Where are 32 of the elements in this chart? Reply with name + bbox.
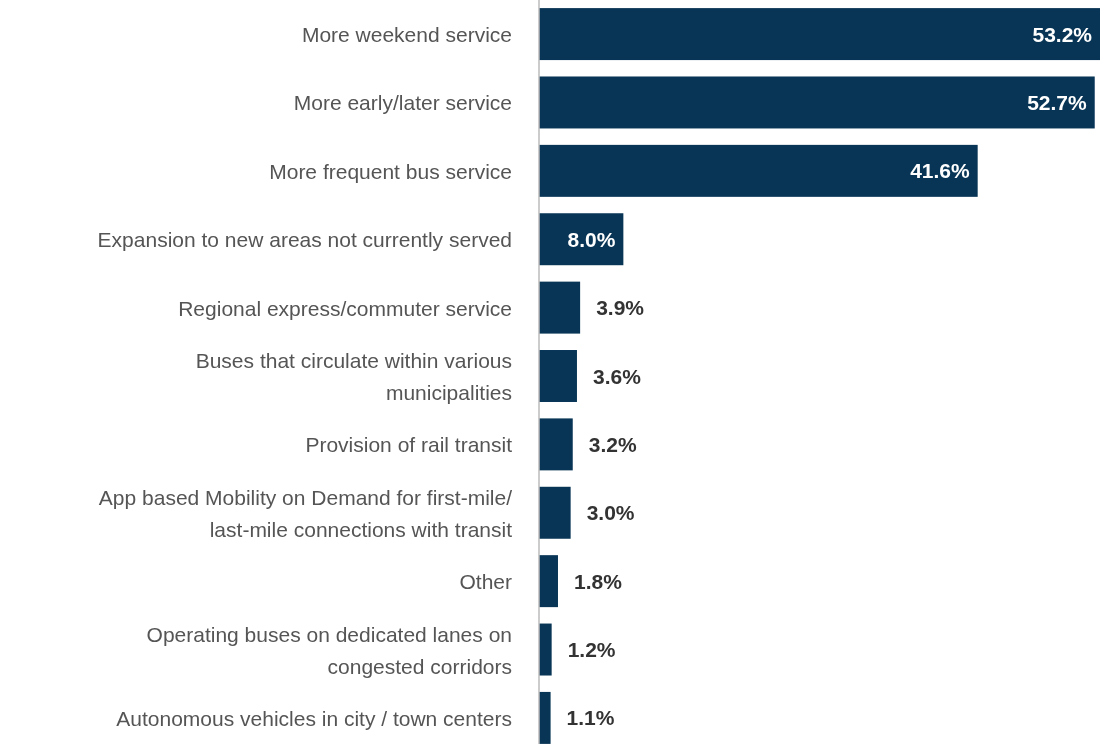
data-label: 1.1% <box>566 706 615 730</box>
y-tick-label: Autonomous vehicles in city / town centers <box>116 706 512 730</box>
y-tick-label: Operating buses on dedicated lanes on congested corridors <box>146 622 512 678</box>
y-tick-label: Other <box>459 569 512 593</box>
bar <box>539 691 551 744</box>
data-label: 41.6% <box>910 159 970 183</box>
data-label: 3.9% <box>596 296 645 320</box>
data-label: 8.0% <box>567 227 616 251</box>
y-tick-label: More frequent bus service <box>269 159 512 183</box>
data-label: 1.8% <box>573 569 623 593</box>
bar <box>539 350 577 402</box>
bar <box>539 486 571 539</box>
bar <box>539 144 978 197</box>
y-tick-label: Regional express/commuter service <box>178 296 512 320</box>
data-label: 52.7% <box>1027 90 1088 114</box>
y-tick-label: App based Mobility on Demand for first-mile/last-mile connections with transit <box>98 485 513 541</box>
data-label: 3.0% <box>586 501 635 525</box>
y-tick-label: Provision of rail transit <box>305 432 513 456</box>
data-label: 53.2% <box>1032 22 1093 46</box>
bar <box>539 281 581 334</box>
bar <box>539 76 1095 129</box>
data-label: 1.2% <box>567 638 616 662</box>
data-label: 3.2% <box>588 432 637 456</box>
data-label: 3.6% <box>592 364 642 388</box>
bar <box>539 8 1100 61</box>
bar <box>539 555 558 608</box>
y-tick-label: More early/later service <box>293 90 512 114</box>
y-tick-label: Expansion to new areas not currently served <box>97 227 512 251</box>
bar <box>539 418 573 471</box>
y-tick-label: Buses that circulate within various municipalities <box>195 348 512 404</box>
bar <box>539 623 552 676</box>
y-tick-label: More weekend service <box>301 22 512 46</box>
